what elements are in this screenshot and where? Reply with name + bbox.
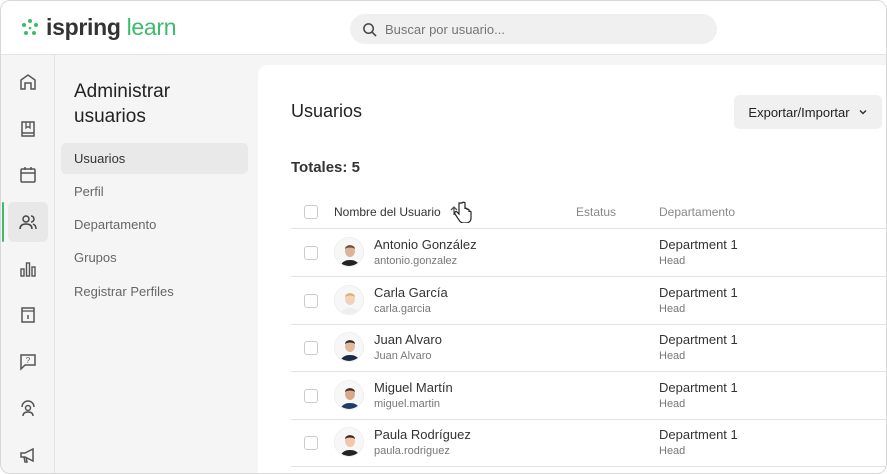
book-icon: [21, 121, 35, 137]
table-row[interactable]: Paula Rodríguez paula.rodriguez Departme…: [291, 419, 886, 468]
avatar: [334, 237, 364, 267]
subnav-item-perfil[interactable]: Perfil: [74, 184, 104, 199]
sort-ascending-icon: [450, 206, 458, 215]
column-name-header[interactable]: Nombre del Usuario: [334, 201, 472, 223]
export-import-label: Exportar/Importar: [748, 104, 850, 120]
chart-icon: [20, 262, 36, 277]
user-department: Department 1: [659, 284, 738, 300]
user-login: carla.garcia: [374, 302, 431, 315]
search-icon: [363, 22, 377, 37]
row-checkbox[interactable]: [304, 341, 318, 356]
user-name[interactable]: Miguel Martín: [374, 379, 453, 395]
avatar: [334, 427, 364, 458]
main-content: Usuarios Exportar/Importar Totales: 5 No…: [258, 65, 886, 473]
subnav-item-registrar-perfiles[interactable]: Registrar Perfiles: [74, 284, 174, 299]
nav-home[interactable]: [8, 62, 48, 102]
nav-help[interactable]: ?: [8, 342, 48, 382]
user-department: Department 1: [659, 237, 738, 252]
logo[interactable]: ispring learn: [20, 14, 177, 41]
subnav-item-usuarios[interactable]: Usuarios: [61, 143, 248, 174]
support-icon: [21, 400, 35, 417]
table-row[interactable]: Antonio González antonio.gonzalez Depart…: [291, 229, 886, 277]
user-department: Department 1: [659, 379, 738, 395]
totals-count: Totales: 5: [291, 159, 360, 176]
logo-text-learn: learn: [126, 14, 177, 40]
subnav-title: Administrar usuarios: [74, 81, 171, 127]
hand-cursor-icon: [454, 201, 472, 223]
user-login: paula.rodriguez: [374, 445, 450, 458]
calendar-icon: [20, 167, 36, 183]
table-row[interactable]: Carla García carla.garcia Department 1 H…: [291, 277, 886, 325]
info-icon: [21, 307, 35, 323]
user-department: Department 1: [659, 427, 738, 443]
page-title: Usuarios: [291, 101, 363, 121]
user-login: antonio.gonzalez: [374, 255, 458, 267]
user-name[interactable]: Carla García: [374, 284, 448, 300]
users-icon: [19, 215, 37, 230]
avatar: [334, 332, 364, 363]
user-name[interactable]: Paula Rodríguez: [374, 427, 471, 443]
user-login: Juan Alvaro: [374, 350, 432, 363]
logo-icon: [22, 18, 38, 35]
subnav-item-grupos[interactable]: Grupos: [74, 250, 117, 265]
nav-support[interactable]: [8, 389, 48, 429]
user-role: Head: [659, 302, 686, 315]
avatar: [334, 379, 364, 410]
nav-calendar[interactable]: [8, 155, 48, 195]
megaphone-icon: [20, 447, 34, 463]
nav-reports[interactable]: [8, 249, 48, 289]
nav-courses[interactable]: [8, 109, 48, 149]
row-checkbox[interactable]: [304, 388, 318, 403]
logo-text: ispring: [46, 14, 121, 40]
top-header: ispring learn: [1, 1, 886, 55]
nav-announcements[interactable]: [8, 435, 48, 473]
user-role: Head: [659, 397, 686, 410]
column-status-header[interactable]: Estatus: [576, 205, 617, 219]
user-department: Department 1: [659, 332, 738, 348]
nav-info[interactable]: [8, 295, 48, 335]
table-row[interactable]: Juan Alvaro Juan Alvaro Department 1 Hea…: [291, 324, 886, 373]
row-checkbox[interactable]: [304, 246, 318, 260]
select-all-checkbox[interactable]: [304, 205, 318, 219]
user-name[interactable]: Antonio González: [374, 237, 477, 252]
svg-text:?: ?: [26, 356, 31, 365]
avatar: [334, 284, 364, 315]
table-header: Nombre del Usuario Estatus Departamento: [291, 199, 886, 229]
subnav-item-departamento[interactable]: Departamento: [74, 217, 157, 232]
user-role: Head: [659, 445, 686, 458]
row-checkbox[interactable]: [304, 293, 318, 308]
nav-users[interactable]: [2, 202, 48, 242]
question-icon: ?: [20, 354, 36, 371]
export-import-button[interactable]: Exportar/Importar: [734, 95, 882, 129]
column-department-header[interactable]: Departamento: [659, 205, 736, 219]
user-role: Head: [659, 255, 686, 267]
search-input[interactable]: [385, 21, 685, 37]
sub-navigation: Administrar usuarios Usuarios Perfil Dep…: [55, 55, 258, 473]
search-bar[interactable]: [350, 14, 717, 44]
icon-rail: ?: [1, 55, 55, 473]
user-login: miguel.martin: [374, 397, 441, 410]
user-role: Head: [659, 350, 686, 363]
row-checkbox[interactable]: [304, 436, 318, 451]
column-name-label: Nombre del Usuario: [334, 205, 441, 219]
home-icon: [20, 74, 36, 90]
chevron-down-icon: [859, 109, 867, 115]
table-row[interactable]: Miguel Martín miguel.martin Department 1…: [291, 372, 886, 420]
user-name[interactable]: Juan Alvaro: [374, 332, 442, 348]
